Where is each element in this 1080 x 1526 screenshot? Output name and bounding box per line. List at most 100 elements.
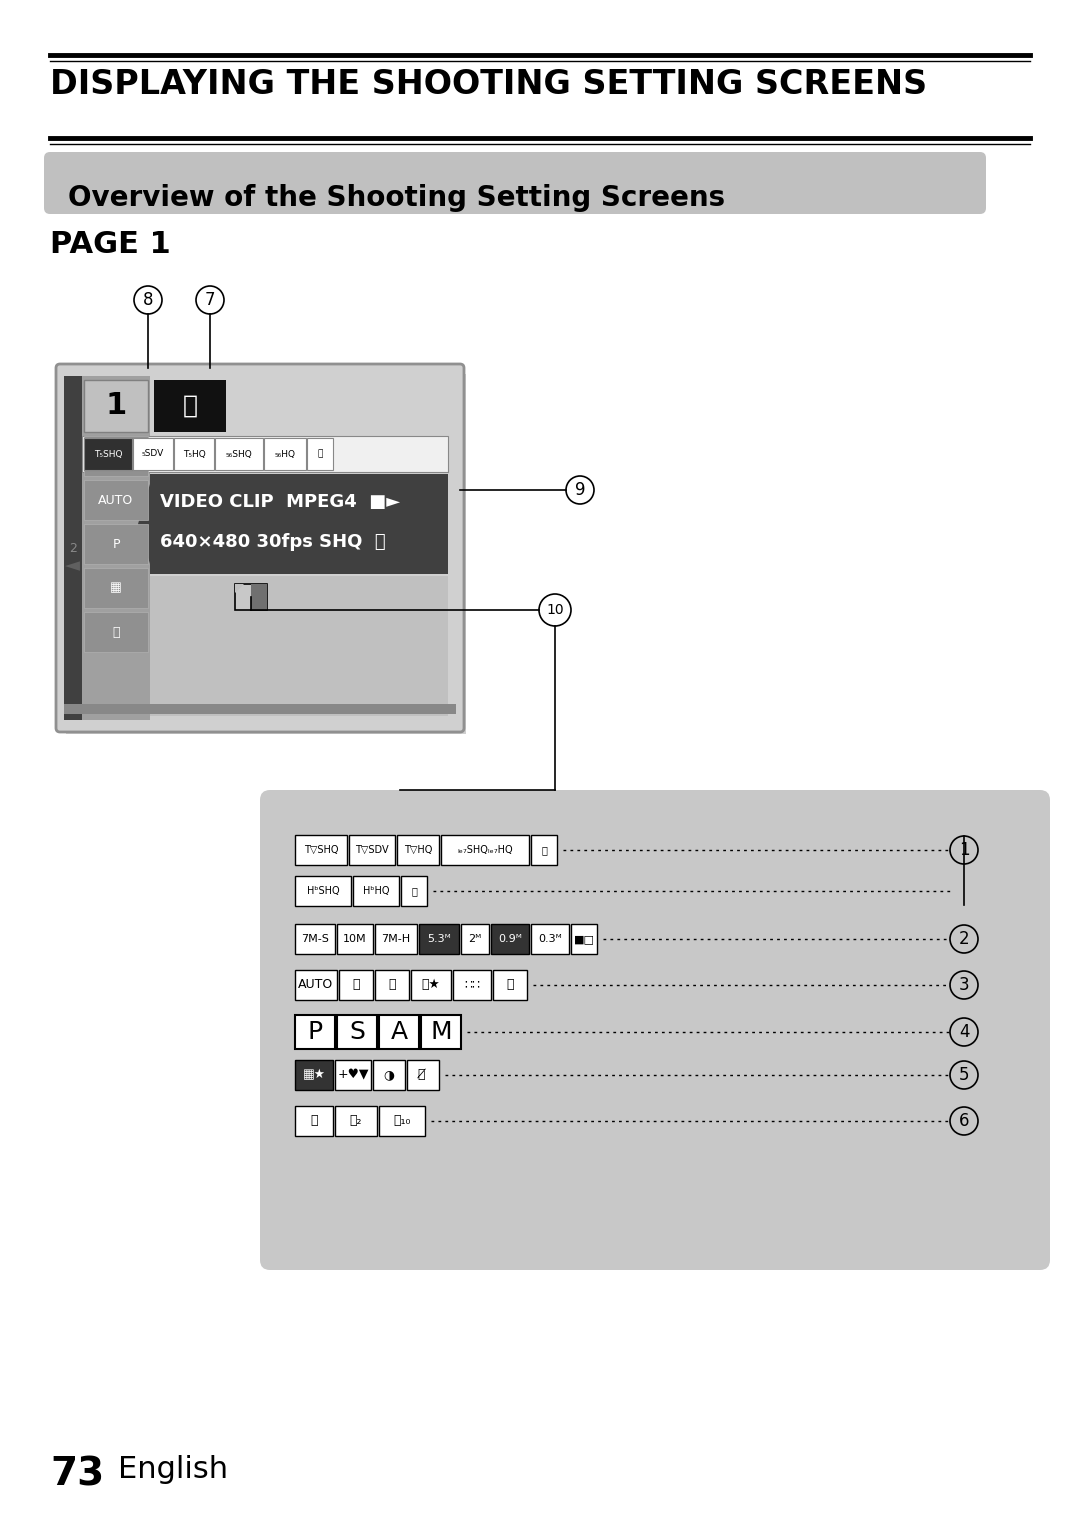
Text: ₅₆HQ: ₅₆HQ (274, 450, 296, 458)
Text: VIDEO CLIP  MPEG4  ■►: VIDEO CLIP MPEG4 ■► (160, 493, 400, 511)
Text: 10M: 10M (343, 934, 367, 945)
Text: 1: 1 (959, 841, 970, 859)
Bar (531, 925, 569, 954)
Text: 🔍: 🔍 (388, 978, 395, 992)
Text: HᵇSHQ: HᵇSHQ (307, 887, 339, 896)
Text: ⏳: ⏳ (112, 626, 120, 638)
Text: ₗₑ₇SHQₗₑ₇HQ: ₗₑ₇SHQₗₑ₇HQ (457, 845, 513, 855)
Bar (379, 1015, 419, 1048)
Bar (295, 1106, 333, 1135)
Text: 0.3ᴹ: 0.3ᴹ (538, 934, 562, 945)
Polygon shape (138, 484, 150, 565)
Bar (84, 568, 148, 607)
Text: 2: 2 (959, 929, 970, 948)
Text: 7: 7 (205, 291, 215, 308)
Bar (84, 438, 132, 470)
Text: 👤★: 👤★ (421, 978, 441, 992)
Text: ▦: ▦ (110, 581, 122, 595)
Bar (375, 925, 417, 954)
Text: 🎤: 🎤 (411, 887, 417, 896)
Bar (335, 1106, 377, 1135)
Bar (84, 380, 148, 432)
Bar (337, 1015, 377, 1048)
Text: P: P (308, 1019, 323, 1044)
Bar (441, 835, 529, 865)
Text: 8: 8 (143, 291, 153, 308)
Text: 73: 73 (50, 1454, 105, 1492)
Bar (373, 1061, 405, 1090)
Text: 2: 2 (69, 542, 77, 554)
Bar (133, 438, 173, 470)
Text: +♥▼: +♥▼ (337, 1068, 368, 1082)
Text: 9: 9 (575, 481, 585, 499)
Bar (349, 835, 395, 865)
Bar (407, 1061, 438, 1090)
Bar (84, 612, 148, 652)
Text: 640×480 30fps SHQ  📷: 640×480 30fps SHQ 📷 (160, 533, 386, 551)
Bar (82, 436, 448, 472)
Polygon shape (235, 584, 244, 594)
Text: 3: 3 (959, 977, 970, 993)
Bar (307, 438, 333, 470)
Text: T₅HQ: T₅HQ (183, 450, 205, 458)
Text: 7M-H: 7M-H (381, 934, 410, 945)
Bar (531, 835, 557, 865)
Text: T₅SHQ: T₅SHQ (94, 450, 122, 458)
Text: 🎤̸: 🎤̸ (419, 1068, 427, 1082)
Text: AUTO: AUTO (98, 493, 134, 507)
Text: ■□: ■□ (573, 934, 594, 945)
Bar (82, 375, 150, 720)
Text: ∷∷: ∷∷ (464, 978, 480, 992)
Bar (491, 925, 529, 954)
Bar (295, 925, 335, 954)
Text: 🔥: 🔥 (507, 978, 514, 992)
Text: A: A (391, 1019, 407, 1044)
Text: 0.9ᴹ: 0.9ᴹ (498, 934, 522, 945)
Bar (337, 925, 373, 954)
Text: 🎤: 🎤 (541, 845, 546, 855)
Text: 4: 4 (959, 1022, 969, 1041)
Bar (251, 584, 267, 610)
Text: M: M (430, 1019, 451, 1044)
Text: 5.3ᴹ: 5.3ᴹ (427, 934, 450, 945)
Text: ▦★: ▦★ (302, 1068, 325, 1082)
Text: 2ᴹ: 2ᴹ (469, 934, 482, 945)
Bar (339, 971, 373, 1000)
Text: 5: 5 (959, 1067, 969, 1083)
Bar (411, 971, 451, 1000)
Text: 🎤: 🎤 (318, 450, 323, 458)
Bar (64, 375, 82, 720)
Bar (375, 971, 409, 1000)
Text: T▽SDV: T▽SDV (355, 845, 389, 855)
Bar (419, 925, 459, 954)
FancyBboxPatch shape (56, 365, 464, 732)
Bar (295, 1061, 333, 1090)
Text: 10: 10 (546, 603, 564, 617)
Text: 6: 6 (959, 1112, 969, 1129)
Text: T▽HQ: T▽HQ (404, 845, 432, 855)
Text: ◑: ◑ (383, 1068, 394, 1082)
Bar (154, 380, 226, 432)
Bar (295, 1015, 335, 1048)
Text: S: S (349, 1019, 365, 1044)
Bar (174, 438, 214, 470)
FancyBboxPatch shape (44, 153, 986, 214)
Text: PAGE 1: PAGE 1 (50, 230, 171, 259)
Bar (264, 438, 306, 470)
Bar (295, 835, 347, 865)
Bar (84, 481, 148, 520)
Bar (353, 876, 399, 906)
Text: ◄: ◄ (65, 557, 80, 575)
Text: 1: 1 (106, 392, 126, 421)
Text: English: English (118, 1454, 228, 1483)
Text: ⏳: ⏳ (310, 1114, 318, 1128)
Text: 🔧: 🔧 (183, 394, 198, 418)
Bar (492, 971, 527, 1000)
Text: ₅₆SHQ: ₅₆SHQ (226, 450, 253, 458)
Text: AUTO: AUTO (298, 978, 334, 992)
FancyBboxPatch shape (260, 790, 1050, 1270)
Bar (150, 475, 448, 574)
Bar (401, 876, 427, 906)
Text: 7M-S: 7M-S (100, 450, 132, 462)
Bar (461, 925, 489, 954)
